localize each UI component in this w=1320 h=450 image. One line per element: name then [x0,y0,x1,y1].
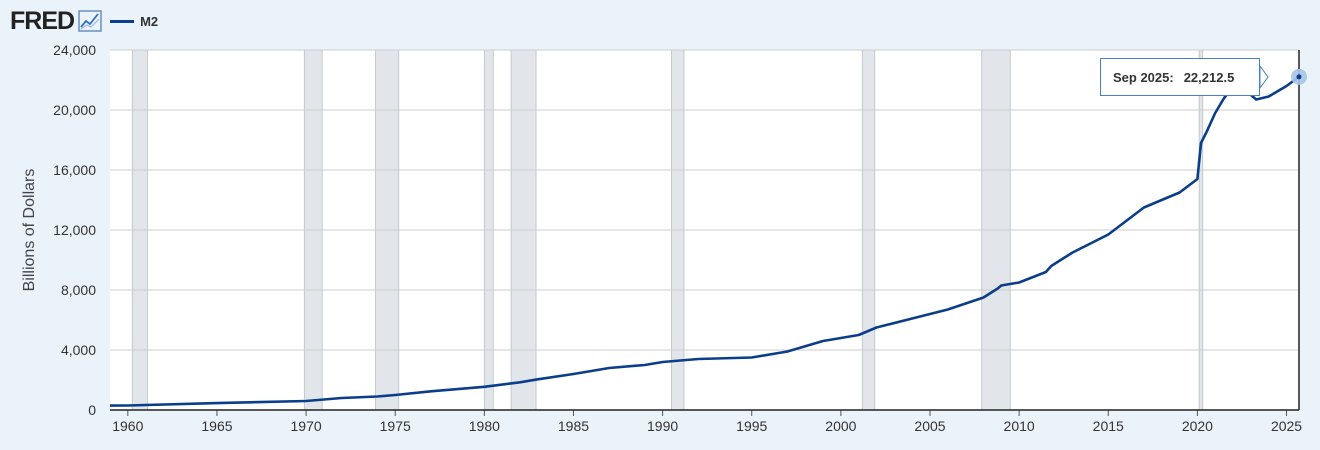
y-axis-title: Billions of Dollars [21,169,38,292]
legend: M2 [110,14,158,29]
x-tick-label: 2025 [1271,418,1302,434]
y-tick-label: 16,000 [53,162,96,178]
y-tick-label: 24,000 [53,42,96,58]
x-tick-label: 1985 [558,418,589,434]
tooltip-date: Sep 2025: [1113,69,1174,85]
tooltip-pointer [1259,64,1269,90]
x-tick-label: 1975 [380,418,411,434]
tooltip: Sep 2025: 22,212.5 [1100,58,1260,96]
legend-swatch [110,19,135,23]
x-tick-label: 2005 [914,418,945,434]
x-tick-label: 1970 [291,418,322,434]
highlight-point [1296,74,1302,80]
x-tick-label: 2010 [1004,418,1035,434]
header: FRED M2 [10,7,158,35]
chart-logo-icon [78,10,102,32]
y-tick-label: 20,000 [53,102,96,118]
y-tick-label: 8,000 [61,282,96,298]
y-tick-label: 0 [88,402,96,418]
series-line-m2 [109,75,1300,407]
x-tick-label: 1965 [201,418,232,434]
fred-logo[interactable]: FRED [10,6,75,35]
x-tick-label: 1990 [647,418,678,434]
x-tick-label: 2015 [1093,418,1124,434]
x-tick-label: 1995 [736,418,767,434]
y-tick-label: 12,000 [53,222,96,238]
x-tick-label: 1960 [112,418,143,434]
tooltip-value: 22,212.5 [1183,69,1235,85]
x-tick-label: 2000 [825,418,856,434]
legend-label-m2: M2 [140,13,159,29]
x-tick-label: 2020 [1182,418,1213,434]
x-tick-label: 1980 [469,418,500,434]
y-tick-label: 4,000 [61,342,96,358]
